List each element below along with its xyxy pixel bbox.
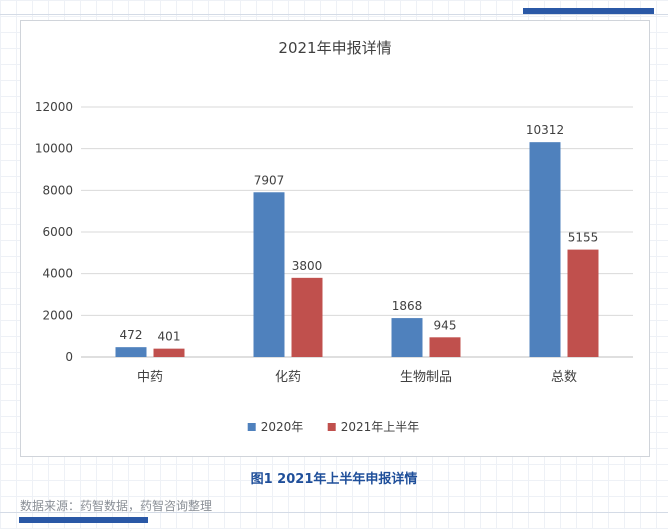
source-note: 数据来源：药智数据，药智咨询整理	[20, 499, 213, 513]
bar	[529, 142, 561, 357]
y-tick-label: 2000	[42, 308, 73, 322]
chart-card: 2021年申报详情 0 2000 4000 6000 8000 10000 12000 472 4…	[20, 20, 650, 457]
data-label: 401	[158, 330, 181, 344]
legend-label: 2021年上半年	[341, 420, 420, 434]
data-label: 10312	[526, 123, 564, 137]
chart-title: 2021年申报详情	[278, 39, 391, 57]
bar	[391, 318, 423, 357]
bar	[567, 249, 599, 357]
data-label: 1868	[392, 299, 423, 313]
data-label: 472	[120, 328, 143, 342]
figure-caption: 图1 2021年上半年申报详情	[250, 472, 418, 487]
accent-bar	[19, 517, 148, 523]
bar	[429, 337, 461, 357]
y-tick-label: 4000	[42, 267, 73, 281]
frame-line	[0, 512, 668, 513]
y-tick-label: 10000	[35, 142, 73, 156]
y-tick-label: 0	[65, 350, 73, 364]
legend-swatch	[327, 423, 336, 431]
frame-line	[0, 14, 668, 15]
bar	[153, 348, 185, 357]
data-label: 5155	[568, 231, 599, 245]
bar	[115, 347, 147, 357]
x-tick-label: 中药	[137, 370, 163, 385]
x-tick-label: 总数	[551, 370, 577, 385]
y-tick-label: 6000	[42, 225, 73, 239]
x-tick-label: 化药	[275, 370, 301, 385]
bar-chart: 2021年申报详情 0 2000 4000 6000 8000 10000 12000 472 4…	[35, 39, 633, 434]
bar	[291, 277, 323, 357]
accent-bar	[523, 8, 654, 14]
data-label: 3800	[292, 259, 323, 273]
y-tick-label: 8000	[42, 183, 73, 197]
x-tick-label: 生物制品	[400, 370, 452, 385]
legend-label: 2020年	[261, 420, 304, 434]
y-tick-label: 12000	[35, 100, 73, 114]
legend-swatch	[247, 423, 256, 431]
data-label: 7907	[254, 173, 285, 187]
bar	[253, 192, 285, 357]
data-label: 945	[434, 318, 457, 332]
